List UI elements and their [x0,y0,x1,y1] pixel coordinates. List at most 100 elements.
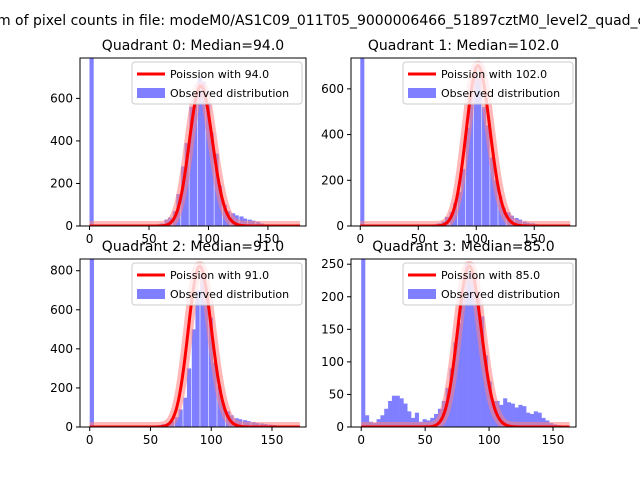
histogram-bar [482,107,487,226]
axes-frame [350,57,577,227]
histogram-bar [201,81,206,226]
histogram-bar [391,395,396,427]
histogram-bar [186,368,192,427]
histogram-bar [526,412,531,427]
legend-label-poisson: Poission with 85.0 [441,269,540,282]
y-tick-label: 0 [65,420,73,434]
y-tick-label: 0 [336,420,344,434]
y-tick-label: 200 [321,290,344,304]
legend-box [402,262,574,306]
histogram-bar [89,259,94,427]
legend-label-observed: Observed distribution [170,288,289,301]
legend-swatch-observed [137,88,165,98]
histogram-bar [537,412,542,427]
legend-box [131,61,303,105]
x-tick-label: 100 [200,433,223,447]
chart-panel-0: 0 50 100 150 0 200 400 600 Quadrant 0: Median=94… [50,38,307,246]
histogram-bar [473,66,478,226]
histogram-bar [485,125,490,226]
y-tick-label: 200 [50,381,73,395]
histogram-bar [399,398,404,427]
histogram-bar [407,411,412,427]
histogram-bar [380,415,385,427]
y-tick-label: 600 [321,82,344,96]
histogram-bar [493,180,498,226]
x-tick-label: 150 [256,232,279,246]
histogram-bar [361,259,366,427]
histogram-bar [503,398,508,427]
histogram-bar [522,406,527,427]
histogram-bar [206,102,211,226]
histogram-bar [189,106,194,226]
histogram-bar [212,362,217,427]
histogram-bar [403,403,408,427]
histogram-bar [461,168,466,226]
panel-title: Quadrant 0: Median=94.0 [102,38,284,54]
histogram-bar [506,402,512,427]
x-tick-label: 0 [86,232,94,246]
x-tick-label: 50 [411,232,426,246]
y-tick-label: 400 [50,134,73,148]
chart-panel-1: 0 50 100 150 0 200 400 600 Quadrant 1: Median=10… [321,38,577,246]
legend: Poission with 91.0 Observed distribution [131,262,303,306]
histogram-bar [89,58,94,226]
legend-label-poisson: Poission with 91.0 [170,269,269,282]
histogram-bar [472,277,477,427]
histogram-bar [200,274,205,427]
axes-frame [79,57,307,227]
histogram-bar [414,412,420,427]
legend-label-poisson: Poission with 94.0 [170,68,269,81]
x-tick-label: 50 [418,433,433,447]
histogram-bar [191,329,197,427]
histogram-bar [460,296,466,427]
histogram-bar [178,409,183,427]
legend-label-poisson: Poission with 102.0 [441,68,547,81]
chart-panel-2: 0 50 100 150 0 200 400 600 800 Quadrant 2: Median… [50,239,307,447]
x-tick-label: 150 [523,232,546,246]
x-tick-label: 0 [357,433,365,447]
histogram-bar [395,395,400,427]
axes-frame [79,258,307,428]
y-tick-label: 800 [50,264,73,278]
y-tick-label: 50 [329,387,344,401]
histogram-bar [183,397,188,427]
histogram-bar [490,157,495,226]
panel-title: Quadrant 2: Median=91.0 [102,239,284,255]
histogram-bar [388,400,393,427]
histogram-bar [465,127,470,226]
y-tick-label: 0 [65,219,73,233]
y-tick-label: 100 [321,355,344,369]
histogram-bar [510,403,515,427]
legend-swatch-observed [408,88,436,98]
histogram-bar [468,270,473,427]
chart-panel-3: 0 50 100 150 0 50 100 150 200 250 Quadrant 3: Medi… [321,239,577,447]
histogram-bar [464,264,469,427]
y-tick-label: 0 [336,219,344,233]
x-tick-label: 150 [261,433,284,447]
histogram-bar [514,407,519,427]
x-tick-label: 100 [478,433,501,447]
histogram-bar [197,77,202,226]
legend-label-observed: Observed distribution [441,288,560,301]
y-tick-label: 200 [50,176,73,190]
legend-swatch-observed [408,289,436,299]
x-tick-label: 100 [465,232,488,246]
histogram-bar [457,322,462,427]
histogram-bar [477,77,482,226]
y-tick-label: 250 [321,257,344,271]
legend: Poission with 94.0 Observed distribution [131,61,303,105]
legend-box [402,61,574,105]
y-tick-label: 150 [321,322,344,336]
x-tick-label: 50 [141,232,156,246]
legend-swatch-observed [137,289,165,299]
histogram-bar [469,93,474,226]
legend-label-observed: Observed distribution [441,87,560,100]
histogram-bar [518,404,523,427]
legend-box [131,262,303,306]
histogram-bar [174,417,180,427]
figure-suptitle: Histogram of pixel counts in file: modeM… [0,13,640,29]
histogram-bar [203,286,209,427]
histogram-bar [209,132,214,226]
histogram-bar [208,317,214,427]
